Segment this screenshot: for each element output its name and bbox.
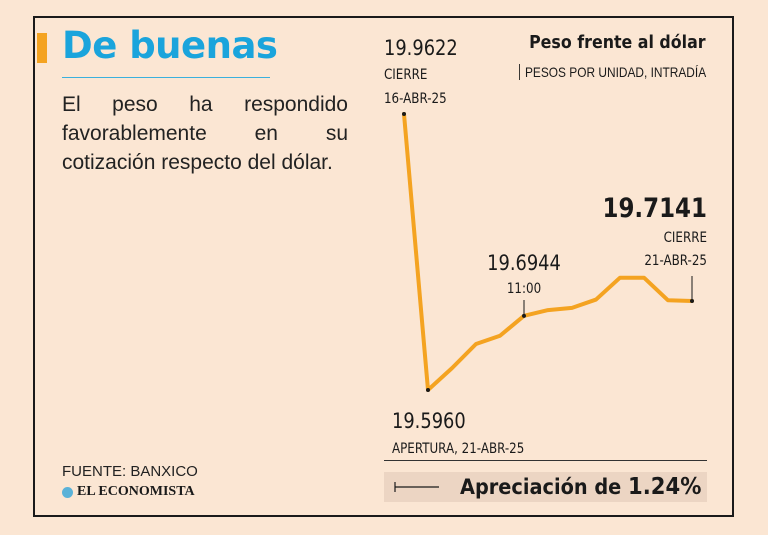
chart-title: Peso frente al dólar bbox=[529, 32, 706, 53]
brand-name: EL ECONOMISTA bbox=[77, 484, 195, 499]
close-date-label: 21-ABR-25 bbox=[644, 253, 707, 269]
low-value-label: 19.5960 bbox=[392, 409, 466, 434]
close-value-label: 19.7141 bbox=[603, 192, 708, 223]
chart-baseline-rule bbox=[384, 460, 707, 461]
headline-accent-bar bbox=[37, 33, 47, 63]
infographic-frame bbox=[33, 16, 734, 517]
brand-globe-icon bbox=[62, 486, 73, 498]
summary-text: El peso ha respondido favorablemente en … bbox=[62, 93, 348, 174]
start-point-marker bbox=[402, 112, 406, 116]
midday-value-label: 19.6944 bbox=[487, 251, 561, 276]
series-line bbox=[402, 112, 694, 392]
low-point-marker bbox=[426, 388, 430, 392]
midday-caption-label: 11:00 bbox=[507, 281, 541, 297]
appreciation-label: Apreciación de bbox=[459, 475, 621, 499]
headline: De buenas bbox=[62, 24, 278, 67]
appreciation-value: 1.24% bbox=[627, 474, 701, 500]
headline-rule bbox=[62, 77, 270, 78]
start-date-label: 16-ABR-25 bbox=[384, 91, 447, 107]
start-caption-label: CIERRE bbox=[384, 67, 427, 83]
close-caption-label: CIERRE bbox=[664, 230, 707, 246]
appreciation-text: Apreciación de 1.24% bbox=[460, 474, 701, 500]
chart-subtitle: PESOS POR UNIDAD, INTRADÍA bbox=[518, 64, 706, 80]
appreciation-box: Apreciación de 1.24% bbox=[384, 472, 707, 502]
start-value-label: 19.9622 bbox=[384, 36, 458, 61]
source-label: FUENTE: BANXICO bbox=[62, 463, 198, 480]
brand-logo: EL ECONOMISTA bbox=[62, 484, 195, 500]
low-caption-label: APERTURA, 21-ABR-25 bbox=[392, 441, 524, 457]
line-legend-icon bbox=[394, 482, 439, 492]
